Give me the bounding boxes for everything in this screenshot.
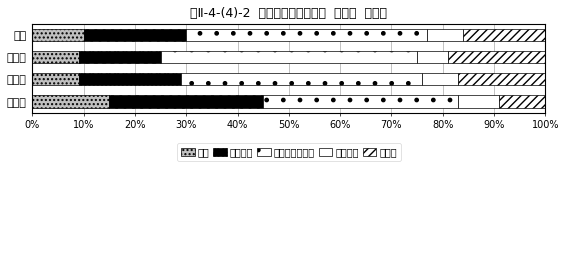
Bar (161, 51, 417, 63)
Bar (181, 73, 422, 85)
Bar (32, 29, 84, 41)
Bar (109, 95, 263, 108)
Bar (263, 95, 458, 108)
Bar (463, 29, 545, 41)
Bar (32, 95, 109, 108)
Bar (422, 73, 458, 85)
Legend: 思う, やや思う, あまり思わない, 思わない, 無回答: 思う, やや思う, あまり思わない, 思わない, 無回答 (177, 143, 401, 161)
Bar (32, 51, 79, 63)
Bar (499, 95, 545, 108)
Bar (32, 73, 79, 85)
Bar (448, 51, 545, 63)
Bar (458, 95, 499, 108)
Bar (79, 51, 161, 63)
Bar (427, 29, 463, 41)
Bar (79, 73, 181, 85)
Bar (417, 51, 448, 63)
Bar (458, 73, 545, 85)
Bar (186, 29, 427, 41)
Title: 図Ⅱ-4-(4)-2  地域への発言の意思  子ども  段階別: 図Ⅱ-4-(4)-2 地域への発言の意思 子ども 段階別 (190, 7, 387, 20)
Bar (84, 29, 186, 41)
